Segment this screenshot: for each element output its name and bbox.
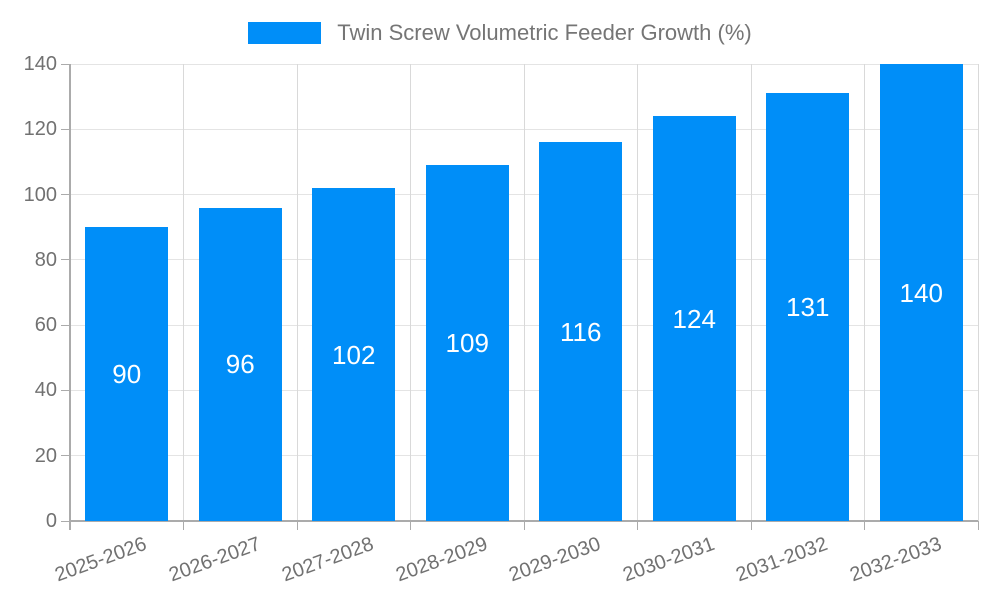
bar [652, 116, 736, 521]
x-tick-mark [410, 521, 411, 530]
bar [85, 227, 169, 521]
x-gridline [750, 64, 752, 521]
y-tick-label: 20 [34, 444, 57, 467]
x-gridline [410, 64, 411, 521]
y-axis-line [69, 64, 71, 530]
y-tick-mark [61, 128, 70, 130]
x-tick-mark [977, 521, 979, 530]
x-gridline [637, 64, 638, 521]
y-tick-label: 60 [34, 314, 57, 337]
y-tick-mark [61, 520, 70, 522]
x-tick-label: 2032-2033 [846, 532, 945, 587]
y-tick-label: 40 [34, 379, 57, 402]
x-gridline [864, 64, 865, 521]
y-tick-mark [61, 389, 70, 391]
y-tick-mark [61, 63, 70, 65]
y-tick-mark [61, 455, 70, 457]
x-tick-mark [637, 521, 638, 530]
x-tick-mark [750, 521, 752, 530]
y-tick-mark [61, 324, 70, 326]
bar-value-label: 124 [672, 303, 716, 334]
bar-value-label: 116 [560, 316, 602, 347]
x-tick-mark [183, 521, 184, 530]
bar [198, 207, 282, 521]
legend-label: Twin Screw Volumetric Feeder Growth (%) [337, 20, 752, 45]
x-tick-mark [296, 521, 298, 530]
bar [879, 64, 963, 521]
x-gridline [183, 64, 184, 521]
y-tick-mark [61, 259, 70, 261]
x-tick-label: 2029-2030 [506, 532, 604, 587]
bar-value-label: 109 [445, 328, 489, 359]
x-tick-label: 2030-2031 [619, 532, 718, 587]
bar-value-label: 90 [112, 359, 142, 390]
bar-value-label: 131 [786, 292, 830, 323]
legend-swatch [248, 22, 322, 44]
x-tick-label: 2025-2026 [52, 532, 150, 587]
x-axis-line [69, 520, 978, 522]
bar [425, 165, 509, 521]
bar-value-label: 102 [332, 339, 376, 370]
x-tick-label: 2028-2029 [392, 532, 491, 587]
y-tick-label: 0 [45, 510, 57, 532]
x-gridline [296, 64, 298, 521]
x-tick-mark [864, 521, 865, 530]
x-tick-label: 2027-2028 [279, 532, 377, 587]
y-tick-label: 120 [23, 118, 57, 141]
y-tick-label: 100 [23, 183, 57, 206]
x-gridline [977, 64, 979, 521]
x-tick-label: 2026-2027 [165, 532, 264, 587]
y-tick-mark [61, 194, 70, 196]
y-tick-label: 140 [23, 53, 57, 75]
bar [539, 142, 623, 521]
x-gridline [523, 64, 525, 521]
bar-value-label: 96 [225, 349, 255, 380]
x-tick-label: 2031-2032 [733, 532, 831, 587]
bar [766, 93, 850, 521]
y-tick-label: 80 [34, 248, 57, 271]
bar-value-label: 140 [899, 277, 943, 308]
bar [312, 188, 396, 521]
chart-legend[interactable]: Twin Screw Volumetric Feeder Growth (%) [0, 19, 1000, 47]
x-tick-mark [523, 521, 525, 530]
